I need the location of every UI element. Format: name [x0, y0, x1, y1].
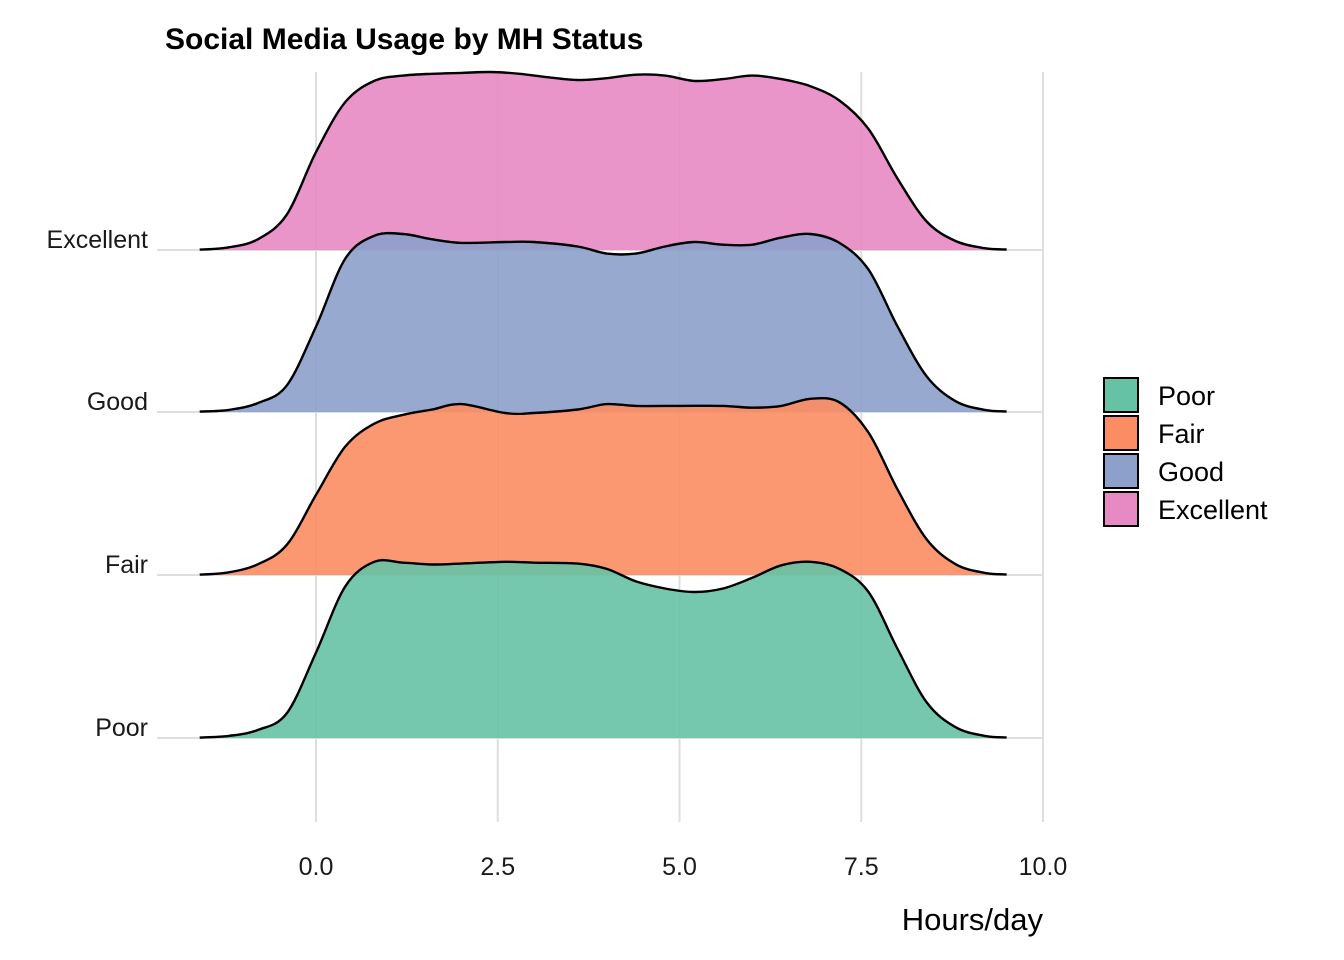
x-tick-label: 5.0	[662, 853, 697, 881]
x-axis-title: Hours/day	[902, 902, 1044, 937]
legend-item: Fair	[1103, 415, 1205, 451]
legend-swatch	[1103, 491, 1139, 527]
x-tick-label: 10.0	[1019, 853, 1068, 881]
x-tick-label: 0.0	[299, 853, 334, 881]
ridge-poor	[199, 558, 1007, 739]
ridge-outline-poor	[199, 558, 1007, 739]
y-tick-label: Excellent	[47, 226, 148, 254]
legend-label: Poor	[1158, 381, 1215, 411]
legend-item: Poor	[1103, 377, 1215, 413]
legend-item: Excellent	[1103, 491, 1268, 527]
ridge-area-excellent	[199, 71, 1007, 250]
ridge-area-poor	[199, 560, 1007, 738]
chart-title: Social Media Usage by MH Status	[165, 23, 643, 56]
legend-label: Good	[1158, 457, 1224, 487]
ridge-area-fair	[199, 398, 1007, 575]
y-tick-label: Good	[87, 388, 148, 416]
x-tick-label: 7.5	[844, 853, 879, 881]
y-tick-labels: Poor Fair Good Excellent	[47, 226, 148, 742]
legend-label: Excellent	[1158, 495, 1268, 525]
ridge-area-good	[199, 233, 1007, 412]
legend-item: Good	[1103, 453, 1224, 489]
legend-swatch	[1103, 377, 1139, 413]
ridge-good	[199, 231, 1007, 413]
ridge-excellent	[199, 70, 1007, 251]
ridge-outline-excellent	[199, 70, 1007, 251]
x-tick-labels: 0.0 2.5 5.0 7.5 10.0	[299, 853, 1068, 881]
ridge-outline-good	[199, 231, 1007, 413]
ridge-outline-fair	[199, 396, 1007, 576]
y-tick-label: Poor	[95, 714, 148, 742]
legend-swatch	[1103, 415, 1139, 451]
y-tick-label: Fair	[105, 551, 148, 579]
legend-label: Fair	[1158, 419, 1205, 449]
legend-swatch	[1103, 453, 1139, 489]
ridge-layer	[199, 70, 1007, 739]
ridge-fair	[199, 396, 1007, 576]
x-tick-label: 2.5	[480, 853, 515, 881]
legend: Poor Fair Good Excellent	[1103, 377, 1268, 527]
